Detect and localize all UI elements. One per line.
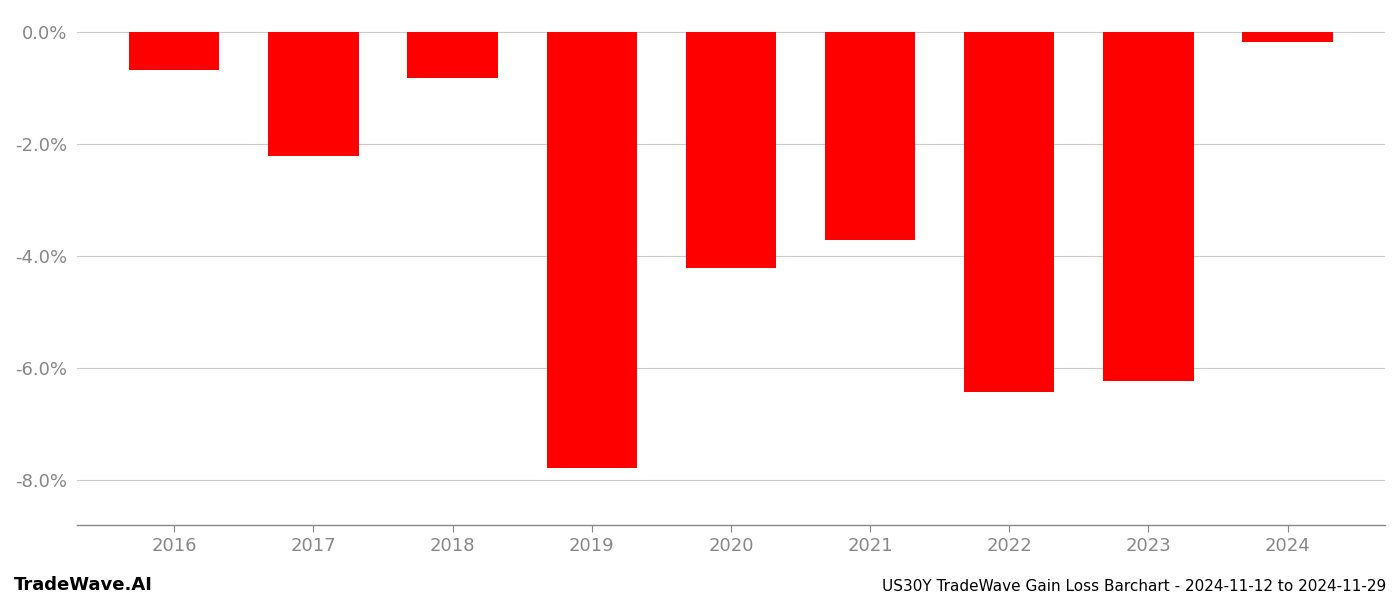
Bar	[546, 32, 637, 468]
Bar	[269, 32, 358, 156]
Bar	[965, 32, 1054, 392]
Bar	[825, 32, 916, 241]
Text: US30Y TradeWave Gain Loss Barchart - 2024-11-12 to 2024-11-29: US30Y TradeWave Gain Loss Barchart - 202…	[882, 579, 1386, 594]
Bar	[407, 32, 498, 78]
Bar	[1242, 32, 1333, 42]
Bar	[1103, 32, 1194, 380]
Bar	[686, 32, 776, 268]
Bar	[129, 32, 220, 70]
Text: TradeWave.AI: TradeWave.AI	[14, 576, 153, 594]
